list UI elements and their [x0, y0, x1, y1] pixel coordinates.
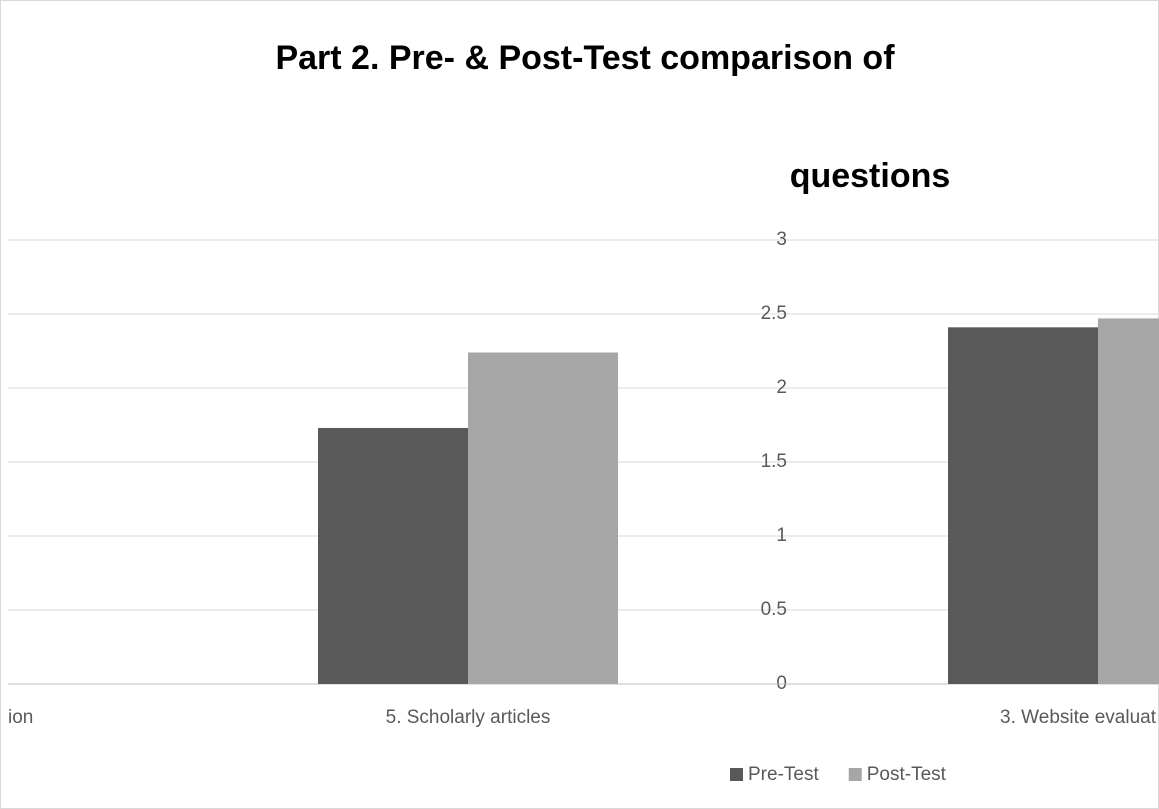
bar — [1098, 318, 1159, 684]
y-tick-label: 2 — [776, 377, 787, 398]
bar — [468, 352, 618, 684]
legend-swatch — [730, 768, 743, 781]
y-tick-label: 1 — [776, 525, 787, 546]
bar — [318, 428, 468, 684]
chart-title: questions — [790, 157, 951, 195]
legend-label: Post-Test — [867, 764, 947, 785]
legend-swatch — [849, 768, 862, 781]
x-tick-label: 5. Scholarly articles — [386, 707, 551, 728]
x-tick-label: ion — [8, 707, 33, 728]
y-tick-label: 2.5 — [761, 303, 787, 324]
chart-title: Part 2. Pre- & Post-Test comparison of — [275, 39, 895, 77]
y-tick-label: 0.5 — [761, 599, 787, 620]
legend-label: Pre-Test — [748, 764, 819, 785]
bar — [948, 327, 1098, 684]
y-tick-label: 3 — [776, 229, 787, 250]
x-tick-label: 3. Website evaluat — [1000, 707, 1157, 728]
y-tick-label: 1.5 — [761, 451, 787, 472]
chart: Part 2. Pre- & Post-Test comparison of q… — [0, 0, 1159, 809]
